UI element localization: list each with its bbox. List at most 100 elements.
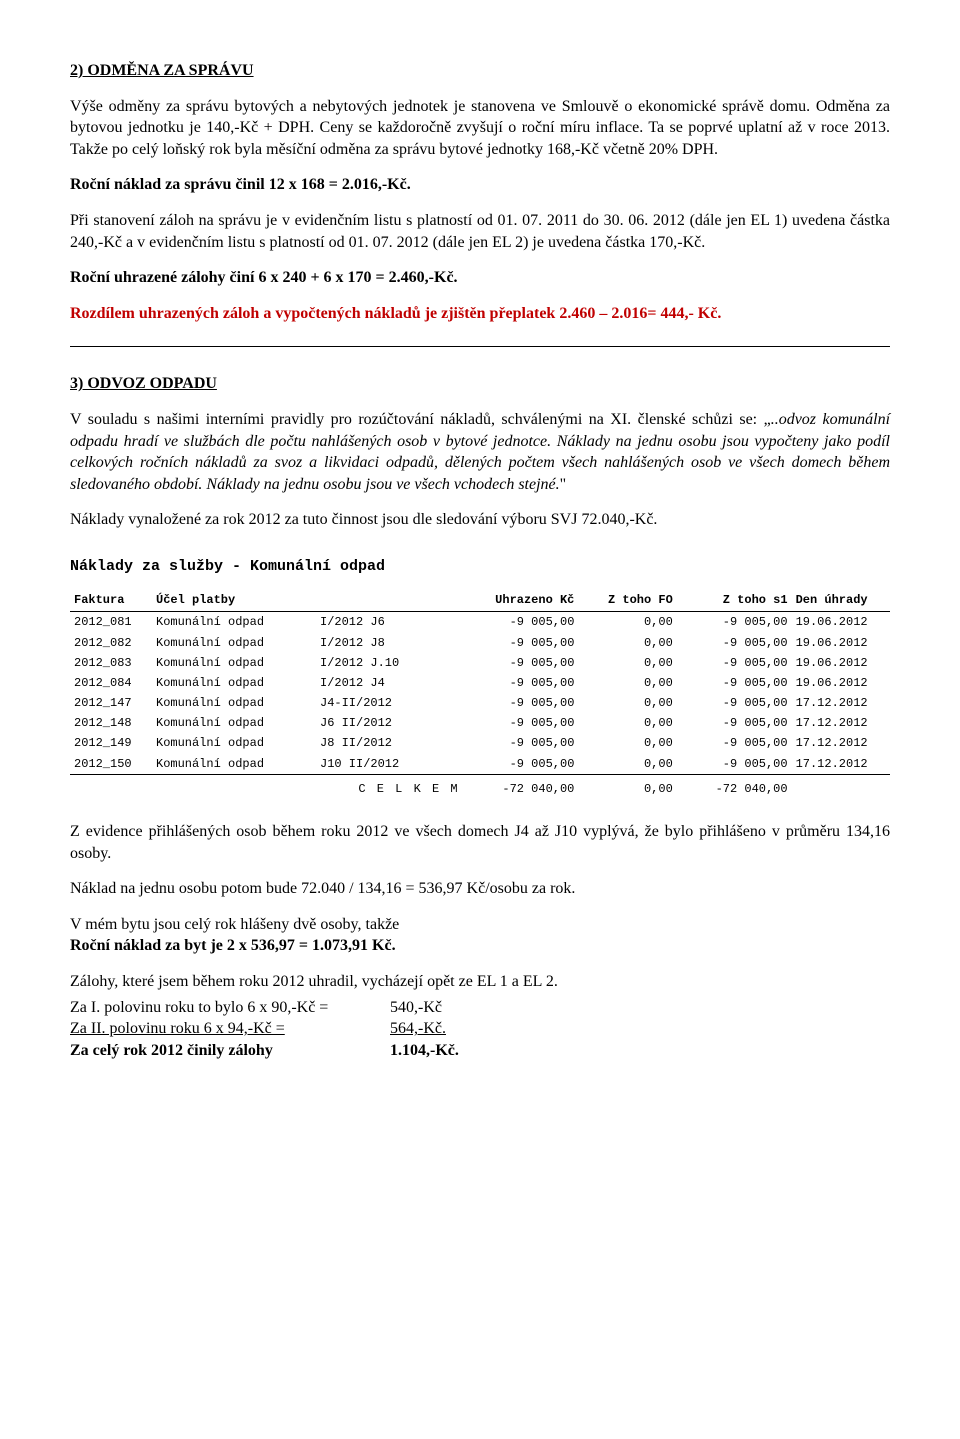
cell-pozn: I/2012 J.10 [316, 653, 464, 673]
totals-fo: 0,00 [578, 774, 676, 799]
cell-faktura: 2012_149 [70, 733, 152, 753]
sec3-p6: Zálohy, které jsem během roku 2012 uhrad… [70, 971, 890, 993]
sec2-p1: Výše odměny za správu bytových a nebytov… [70, 96, 890, 161]
cell-den: 19.06.2012 [792, 633, 890, 653]
cell-s1: -9 005,00 [677, 754, 792, 775]
cell-faktura: 2012_081 [70, 612, 152, 633]
sec2-annual-cost: Roční náklad za správu činil 12 x 168 = … [70, 174, 890, 196]
table-totals-row: C E L K E M-72 040,000,00-72 040,00 [70, 774, 890, 799]
cell-faktura: 2012_084 [70, 673, 152, 693]
sec2-paid-advances: Roční uhrazené zálohy činí 6 x 240 + 6 x… [70, 267, 890, 289]
sec3-p2: Náklady vynaložené za rok 2012 za tuto č… [70, 509, 890, 531]
advance-row-total: Za celý rok 2012 činily zálohy 1.104,-Kč… [70, 1040, 890, 1062]
table-row: 2012_149Komunální odpadJ8 II/2012-9 005,… [70, 733, 890, 753]
th-uhrazeno: Uhrazeno Kč [464, 589, 579, 612]
sec2-p3: Při stanovení záloh na správu je v evide… [70, 210, 890, 253]
advance-row-1-label: Za I. polovinu roku to bylo 6 x 90,-Kč = [70, 997, 390, 1019]
table-row: 2012_081Komunální odpadI/2012 J6-9 005,0… [70, 612, 890, 633]
cell-den: 19.06.2012 [792, 653, 890, 673]
cell-pozn: J6 II/2012 [316, 713, 464, 733]
cell-uhrazeno: -9 005,00 [464, 673, 579, 693]
cell-pozn: I/2012 J4 [316, 673, 464, 693]
cell-s1: -9 005,00 [677, 693, 792, 713]
table-row: 2012_083Komunální odpadI/2012 J.10-9 005… [70, 653, 890, 673]
table-row: 2012_082Komunální odpadI/2012 J8-9 005,0… [70, 633, 890, 653]
cell-den: 17.12.2012 [792, 713, 890, 733]
cell-pozn: J10 II/2012 [316, 754, 464, 775]
th-ucel: Účel platby [152, 589, 316, 612]
cell-uhrazeno: -9 005,00 [464, 713, 579, 733]
sec3-p1: V souladu s našimi interními pravidly pr… [70, 409, 890, 495]
section-divider [70, 346, 890, 347]
cell-uhrazeno: -9 005,00 [464, 612, 579, 633]
table-title: Náklady za služby - Komunální odpad [70, 557, 890, 577]
cell-uhrazeno: -9 005,00 [464, 693, 579, 713]
th-s1: Z toho s1 [677, 589, 792, 612]
advance-row-2: Za II. polovinu roku 6 x 94,-Kč = 564,-K… [70, 1018, 890, 1040]
cell-faktura: 2012_082 [70, 633, 152, 653]
th-den: Den úhrady [792, 589, 890, 612]
cell-fo: 0,00 [578, 754, 676, 775]
cell-faktura: 2012_150 [70, 754, 152, 775]
cell-ucel: Komunální odpad [152, 673, 316, 693]
cell-pozn: I/2012 J6 [316, 612, 464, 633]
sec2-overpayment: Rozdílem uhrazených záloh a vypočtených … [70, 303, 890, 325]
cell-pozn: I/2012 J8 [316, 633, 464, 653]
sec3-p1-tail: " [560, 476, 567, 493]
advance-total-label: Za celý rok 2012 činily zálohy [70, 1040, 390, 1062]
sec3-p3: Z evidence přihlášených osob během roku … [70, 821, 890, 864]
totals-label: C E L K E M [316, 774, 464, 799]
cell-den: 17.12.2012 [792, 754, 890, 775]
cell-ucel: Komunální odpad [152, 693, 316, 713]
advance-row-1: Za I. polovinu roku to bylo 6 x 90,-Kč =… [70, 997, 890, 1019]
cell-s1: -9 005,00 [677, 653, 792, 673]
sec3-annual-cost-flat: Roční náklad za byt je 2 x 536,97 = 1.07… [70, 937, 396, 954]
cell-uhrazeno: -9 005,00 [464, 633, 579, 653]
cell-den: 17.12.2012 [792, 733, 890, 753]
cell-uhrazeno: -9 005,00 [464, 653, 579, 673]
section-3-title: 3) ODVOZ ODPADU [70, 375, 217, 392]
cell-uhrazeno: -9 005,00 [464, 754, 579, 775]
cell-fo: 0,00 [578, 713, 676, 733]
totals-uhrazeno: -72 040,00 [464, 774, 579, 799]
th-fo: Z toho FO [578, 589, 676, 612]
cell-ucel: Komunální odpad [152, 653, 316, 673]
table-row: 2012_150Komunální odpadJ10 II/2012-9 005… [70, 754, 890, 775]
table-row: 2012_147Komunální odpadJ4-II/2012-9 005,… [70, 693, 890, 713]
cell-s1: -9 005,00 [677, 713, 792, 733]
table-row: 2012_084Komunální odpadI/2012 J4-9 005,0… [70, 673, 890, 693]
th-faktura: Faktura [70, 589, 152, 612]
advance-row-2-value: 564,-Kč. [390, 1018, 890, 1040]
sec3-p1-lead: V souladu s našimi interními pravidly pr… [70, 411, 771, 428]
cell-fo: 0,00 [578, 653, 676, 673]
cell-den: 19.06.2012 [792, 673, 890, 693]
section-2-title: 2) ODMĚNA ZA SPRÁVU [70, 62, 254, 79]
cell-den: 19.06.2012 [792, 612, 890, 633]
cell-ucel: Komunální odpad [152, 633, 316, 653]
cell-pozn: J8 II/2012 [316, 733, 464, 753]
cell-fo: 0,00 [578, 673, 676, 693]
expenses-table: Faktura Účel platby Uhrazeno Kč Z toho F… [70, 589, 890, 799]
advance-total-value: 1.104,-Kč. [390, 1040, 890, 1062]
cell-ucel: Komunální odpad [152, 733, 316, 753]
cell-ucel: Komunální odpad [152, 713, 316, 733]
cell-ucel: Komunální odpad [152, 612, 316, 633]
cell-faktura: 2012_083 [70, 653, 152, 673]
cell-uhrazeno: -9 005,00 [464, 733, 579, 753]
cell-ucel: Komunální odpad [152, 754, 316, 775]
sec3-p5a: V mém bytu jsou celý rok hlášeny dvě oso… [70, 916, 399, 933]
th-pozn [316, 589, 464, 612]
cell-fo: 0,00 [578, 733, 676, 753]
cell-fo: 0,00 [578, 612, 676, 633]
table-header-row: Faktura Účel platby Uhrazeno Kč Z toho F… [70, 589, 890, 612]
cell-s1: -9 005,00 [677, 633, 792, 653]
cell-s1: -9 005,00 [677, 733, 792, 753]
totals-s1: -72 040,00 [677, 774, 792, 799]
cell-faktura: 2012_147 [70, 693, 152, 713]
cell-s1: -9 005,00 [677, 673, 792, 693]
cell-faktura: 2012_148 [70, 713, 152, 733]
advance-row-2-label: Za II. polovinu roku 6 x 94,-Kč = [70, 1018, 390, 1040]
cell-s1: -9 005,00 [677, 612, 792, 633]
cell-fo: 0,00 [578, 633, 676, 653]
cell-den: 17.12.2012 [792, 693, 890, 713]
